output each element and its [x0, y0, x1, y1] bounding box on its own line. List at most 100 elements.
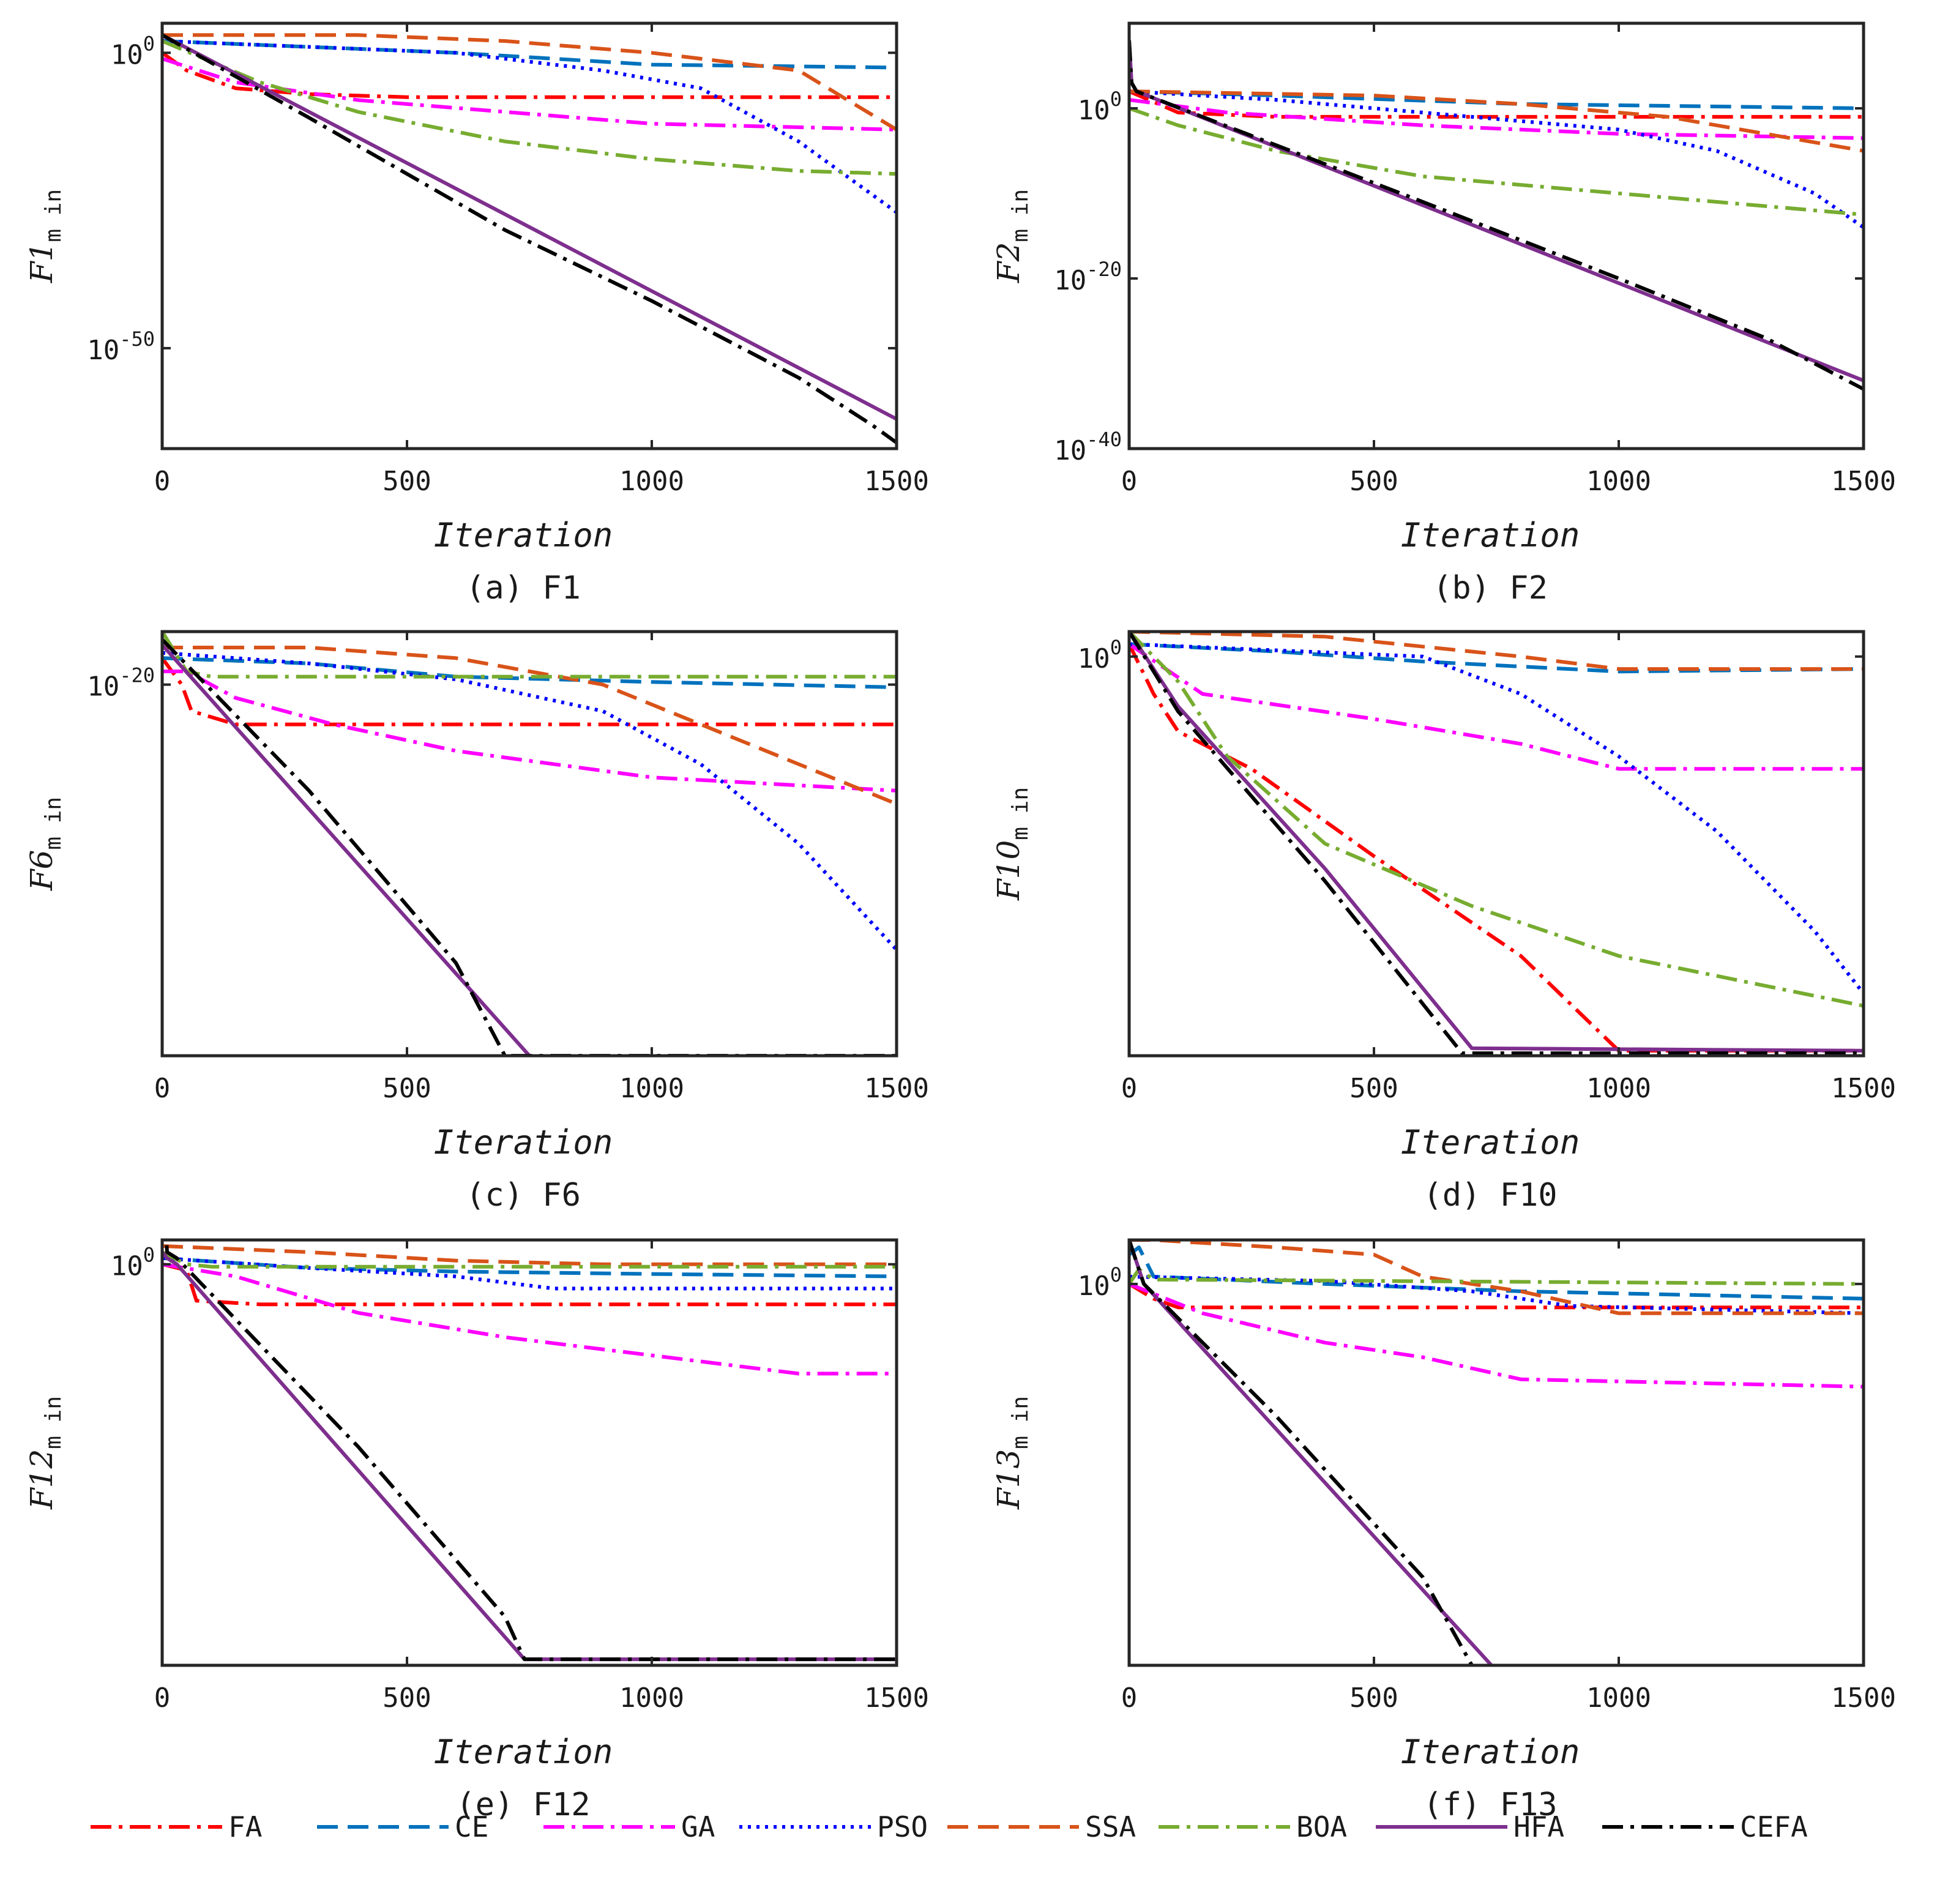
panel-caption: (e) F12	[456, 1786, 590, 1823]
x-tick-label: 500	[1349, 466, 1398, 497]
legend-label: SSA	[1085, 1810, 1136, 1843]
x-tick-label: 1500	[864, 1073, 929, 1104]
x-tick-label: 0	[154, 1073, 171, 1104]
series-line-fa	[1129, 1282, 1864, 1310]
series-line-cefa	[1129, 632, 1864, 1055]
legend-item-cefa: CEFA	[1602, 1810, 1808, 1843]
series-line-cefa	[1129, 1240, 1474, 1665]
x-tick-label: 0	[1121, 1682, 1138, 1714]
y-tick-label: 100	[1078, 1263, 1122, 1302]
legend: FA CE GA PSO SSA BOA HFA CEFA	[91, 1810, 1808, 1843]
panel-caption: (a) F1	[466, 570, 581, 607]
legend-label: FA	[228, 1810, 262, 1843]
x-tick-label: 500	[383, 466, 431, 497]
legend-label: HFA	[1513, 1810, 1564, 1843]
legend-item-fa: FA	[91, 1810, 262, 1843]
panel-caption: (f) F13	[1423, 1786, 1557, 1823]
series-line-cefa	[1129, 40, 1864, 391]
x-tick-label: 0	[154, 466, 171, 497]
panel-2: 0 500 1000 1500 100 10-20 10-40 Iteration F2m in…	[991, 21, 1896, 607]
series-line-cefa	[164, 1240, 897, 1662]
panel-5: 0 500 1000 1500 100 Iteration F12m in (e) F12	[24, 1238, 929, 1823]
series-line-fa	[1129, 89, 1864, 119]
legend-label: BOA	[1296, 1810, 1347, 1843]
y-axis-label: F2m in	[991, 189, 1033, 283]
series-line-ssa	[162, 33, 897, 132]
legend-item-hfa: HFA	[1376, 1810, 1564, 1843]
y-axis-label: F12m in	[24, 1396, 66, 1510]
x-tick-label: 1000	[619, 1073, 684, 1104]
y-axis-label: F13m in	[991, 1396, 1033, 1510]
x-tick-label: 1000	[1586, 1682, 1651, 1714]
x-tick-label: 500	[1349, 1073, 1398, 1104]
series-group	[1129, 1240, 1864, 1665]
axes-frame	[1127, 21, 1865, 450]
x-axis-label: Iteration	[434, 1733, 613, 1771]
x-tick-label: 1500	[1831, 1073, 1896, 1104]
series-line-ga	[162, 57, 897, 132]
axes-frame	[1127, 630, 1865, 1058]
series-line-pso	[162, 39, 897, 214]
legend-item-ce: CE	[317, 1810, 488, 1843]
x-tick-label: 1000	[619, 466, 684, 497]
x-axis-label: Iteration	[434, 516, 613, 554]
x-tick-label: 1500	[864, 1682, 929, 1714]
series-line-ga	[1129, 1282, 1864, 1389]
y-tick-label: 100	[111, 32, 155, 70]
series-line-pso	[162, 1256, 897, 1291]
axes-frame	[160, 1238, 898, 1667]
series-line-pso	[1129, 1274, 1864, 1315]
legend-label: CEFA	[1740, 1810, 1808, 1843]
series-line-boa	[162, 39, 897, 176]
y-tick-label: 10-20	[87, 664, 155, 703]
x-axis-label: Iteration	[434, 1123, 613, 1162]
panel-4: 0 500 1000 1500 100 Iteration F10m in (d) F10	[991, 630, 1896, 1214]
series-line-boa	[1129, 1267, 1864, 1286]
y-axis-label: F1m in	[24, 189, 66, 283]
x-axis-label: Iteration	[1401, 1123, 1580, 1162]
x-tick-label: 1500	[1831, 1682, 1896, 1714]
plot-area	[1129, 1240, 1864, 1665]
series-line-pso	[162, 651, 897, 951]
y-tick-label: 10-20	[1054, 258, 1122, 296]
x-tick-label: 1500	[864, 466, 929, 497]
y-tick-label: 10-40	[1054, 428, 1122, 466]
axes-frame	[1127, 1238, 1865, 1667]
x-tick-label: 500	[383, 1682, 431, 1714]
series-line-fa	[162, 657, 897, 726]
series-line-ga	[1129, 642, 1864, 771]
series-line-boa	[1129, 632, 1864, 1008]
panel-3: 0 500 1000 1500 10-20 Iteration F6m in (c) F6	[24, 630, 929, 1214]
legend-label: PSO	[877, 1810, 928, 1843]
x-tick-label: 500	[383, 1073, 431, 1104]
panel-6: 0 500 1000 1500 100 Iteration F13m in (f) F13	[991, 1238, 1896, 1823]
series-line-boa	[1129, 106, 1864, 217]
x-tick-label: 1000	[619, 1682, 684, 1714]
legend-label: CE	[455, 1810, 488, 1843]
legend-label: GA	[681, 1810, 715, 1843]
series-line-pso	[1129, 642, 1864, 995]
panel-caption: (d) F10	[1423, 1177, 1557, 1214]
axes-frame	[160, 630, 898, 1058]
x-axis-label: Iteration	[1401, 516, 1580, 554]
y-tick-label: 10-50	[87, 327, 155, 366]
x-tick-label: 500	[1349, 1682, 1398, 1714]
plot-area	[162, 23, 897, 449]
legend-item-boa: BOA	[1159, 1810, 1347, 1843]
panel-caption: (b) F2	[1433, 570, 1548, 607]
series-line-ssa	[1129, 89, 1864, 153]
legend-item-ssa: SSA	[947, 1810, 1136, 1843]
panel-caption: (c) F6	[466, 1177, 581, 1214]
series-line-ssa	[1129, 632, 1864, 671]
x-tick-label: 0	[1121, 1073, 1138, 1104]
legend-item-pso: PSO	[739, 1810, 928, 1843]
series-line-pso	[1129, 89, 1864, 230]
y-tick-label: 100	[1078, 88, 1122, 126]
x-tick-label: 0	[154, 1682, 171, 1714]
y-axis-label: F10m in	[991, 787, 1033, 901]
series-group	[1129, 632, 1864, 1055]
axes-frame	[160, 21, 898, 450]
series-line-ssa	[162, 646, 897, 806]
panel-1: 0 500 1000 1500 100 10-50 Iteration F1m in (a) F…	[24, 21, 929, 607]
